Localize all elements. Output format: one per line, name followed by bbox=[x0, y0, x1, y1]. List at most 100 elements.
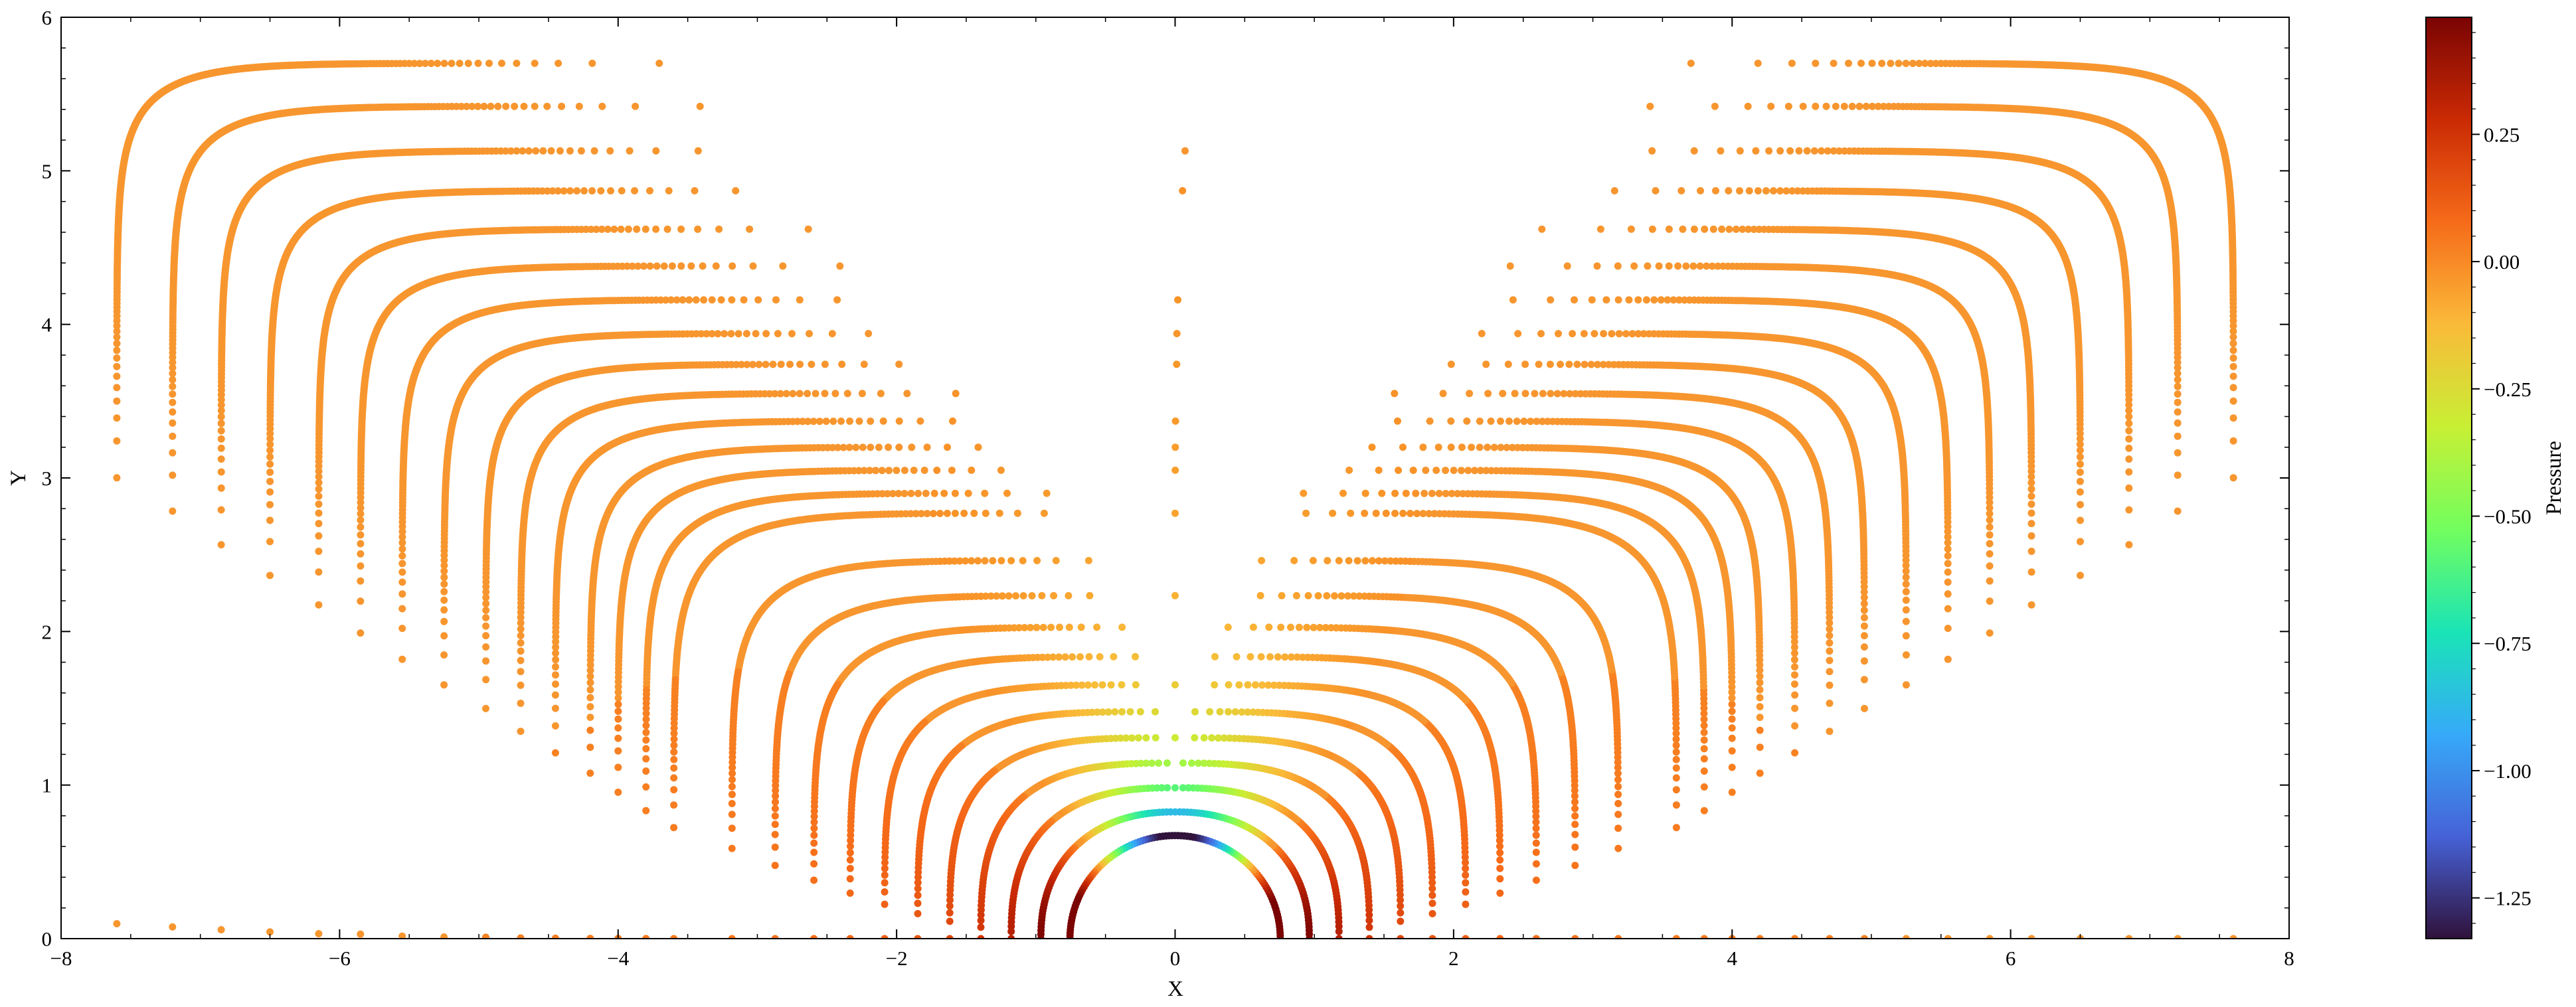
mesh-point bbox=[1687, 59, 1695, 67]
mesh-point bbox=[655, 59, 663, 67]
mesh-point bbox=[266, 446, 274, 454]
mesh-point bbox=[580, 187, 588, 194]
mesh-point bbox=[1711, 102, 1719, 110]
mesh-point bbox=[113, 347, 121, 354]
mesh-point bbox=[642, 225, 649, 233]
mesh-point bbox=[2027, 501, 2035, 508]
mesh-point bbox=[712, 262, 720, 270]
mesh-point bbox=[1878, 60, 1886, 67]
mesh-point bbox=[1563, 262, 1571, 270]
mesh-point bbox=[1782, 187, 1790, 195]
mesh-point bbox=[2125, 484, 2133, 492]
mesh-point bbox=[169, 507, 177, 515]
mesh-point bbox=[1812, 59, 1820, 67]
mesh-point bbox=[1786, 147, 1794, 155]
mesh-point bbox=[665, 187, 673, 194]
mesh-point bbox=[217, 420, 225, 427]
mesh-point bbox=[1717, 147, 1725, 155]
mesh-point bbox=[217, 541, 225, 549]
mesh-point bbox=[113, 397, 121, 405]
mesh-point bbox=[1739, 225, 1747, 233]
mesh-point bbox=[729, 262, 736, 270]
mesh-point bbox=[1986, 629, 1994, 637]
mesh-point bbox=[169, 432, 177, 440]
mesh-point bbox=[1902, 60, 1910, 67]
mesh-point bbox=[732, 187, 740, 194]
mesh-point bbox=[1986, 516, 1994, 524]
mesh-point bbox=[2229, 354, 2237, 362]
mesh-point bbox=[2174, 408, 2182, 416]
mesh-point bbox=[1986, 562, 1994, 570]
mesh-point bbox=[1909, 60, 1917, 67]
mesh-point bbox=[315, 479, 323, 487]
mesh-point bbox=[547, 147, 555, 155]
mesh-point bbox=[2229, 333, 2237, 341]
mesh-point bbox=[2174, 507, 2182, 515]
mesh-point bbox=[1648, 225, 1656, 233]
mesh-point bbox=[1593, 262, 1601, 270]
mesh-point bbox=[315, 601, 323, 609]
mesh-point bbox=[2077, 572, 2084, 580]
mesh-point bbox=[699, 262, 707, 270]
mesh-point bbox=[2174, 432, 2182, 440]
mesh-point bbox=[556, 147, 564, 155]
mesh-point bbox=[1718, 225, 1726, 233]
mesh-point bbox=[2174, 419, 2182, 427]
mesh-point bbox=[2125, 506, 2133, 514]
mesh-point bbox=[266, 488, 274, 496]
mesh-point bbox=[1179, 187, 1187, 194]
mesh-point bbox=[1689, 262, 1697, 270]
mesh-point bbox=[2077, 516, 2084, 524]
mesh-point bbox=[633, 225, 641, 233]
mesh-point bbox=[1701, 225, 1709, 233]
mesh-point bbox=[2125, 420, 2133, 427]
mesh-point bbox=[217, 506, 225, 514]
mesh-point bbox=[2077, 538, 2084, 546]
mesh-point bbox=[1810, 147, 1818, 155]
mesh-points-layer bbox=[113, 59, 2237, 939]
mesh-point bbox=[539, 147, 547, 155]
mesh-point bbox=[169, 390, 177, 398]
mesh-point bbox=[2229, 322, 2237, 330]
mesh-point bbox=[677, 225, 685, 233]
mesh-point bbox=[1679, 225, 1687, 233]
mesh-point bbox=[113, 437, 121, 445]
mesh-point bbox=[2174, 382, 2182, 390]
mesh-point bbox=[617, 225, 625, 233]
mesh-point bbox=[2174, 398, 2182, 406]
mesh-point bbox=[1765, 147, 1773, 155]
mesh-point bbox=[1986, 523, 1994, 531]
mesh-point bbox=[169, 471, 177, 479]
mesh-point bbox=[1822, 102, 1830, 110]
mesh-point bbox=[2229, 935, 2237, 939]
mesh-point bbox=[217, 444, 225, 452]
mesh-point bbox=[1803, 147, 1811, 155]
mesh-point bbox=[1725, 187, 1733, 194]
mesh-point bbox=[113, 339, 121, 347]
mesh-point bbox=[1895, 60, 1903, 67]
mesh-point bbox=[1655, 262, 1663, 270]
mesh-point bbox=[494, 102, 502, 110]
mesh-point bbox=[531, 59, 539, 67]
mesh-point bbox=[1732, 225, 1740, 233]
mesh-point bbox=[217, 484, 225, 492]
mesh-point bbox=[2174, 390, 2182, 398]
mesh-point bbox=[2229, 372, 2237, 380]
mesh-point bbox=[610, 225, 618, 233]
mesh-point bbox=[266, 477, 274, 485]
mesh-point bbox=[1630, 262, 1638, 270]
mesh-point bbox=[2027, 520, 2035, 528]
mesh-point bbox=[588, 59, 596, 67]
mesh-point bbox=[1745, 187, 1753, 194]
mesh-point bbox=[2027, 509, 2035, 517]
mesh-point bbox=[315, 532, 323, 540]
mesh-point bbox=[646, 262, 654, 270]
mesh-point bbox=[694, 225, 702, 233]
mesh-point bbox=[577, 147, 585, 155]
mesh-point bbox=[266, 468, 274, 476]
mesh-point bbox=[485, 59, 493, 67]
mesh-point bbox=[217, 413, 225, 421]
mesh-point bbox=[1682, 262, 1690, 270]
mesh-point bbox=[169, 370, 177, 378]
mesh-point bbox=[1915, 60, 1923, 67]
